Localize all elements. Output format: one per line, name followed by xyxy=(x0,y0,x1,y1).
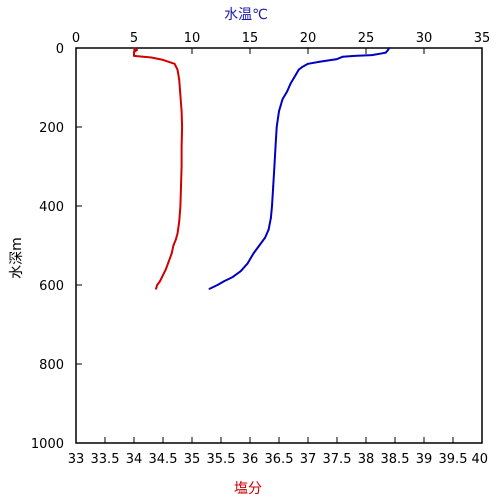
data-point xyxy=(136,49,138,51)
data-point xyxy=(370,54,373,56)
y-tick-label: 200 xyxy=(39,121,64,136)
data-point xyxy=(295,72,298,75)
data-point xyxy=(267,228,270,231)
y-tick-label: 400 xyxy=(39,200,64,215)
bottom-tick-label: 34.5 xyxy=(149,452,178,467)
bottom-tick-label: 37.5 xyxy=(323,452,352,467)
y-tick-label: 800 xyxy=(39,358,64,373)
data-point xyxy=(388,47,391,49)
bottom-tick-label: 35.5 xyxy=(207,452,236,467)
data-point xyxy=(297,68,300,71)
data-point xyxy=(172,244,175,247)
data-point xyxy=(301,66,304,68)
data-point xyxy=(246,262,249,265)
data-point xyxy=(133,51,135,53)
top-tick-label: 20 xyxy=(300,31,317,46)
data-point xyxy=(133,47,135,49)
data-point xyxy=(176,68,179,71)
data-point xyxy=(178,220,181,223)
bottom-tick-label: 33 xyxy=(68,452,85,467)
data-point xyxy=(252,252,255,255)
top-axis-title: 水温℃ xyxy=(224,7,268,23)
plot-area xyxy=(75,47,483,444)
bottom-tick-label: 40 xyxy=(471,452,488,467)
data-point xyxy=(167,260,170,263)
data-point xyxy=(180,165,183,168)
data-point xyxy=(289,82,292,85)
data-point xyxy=(159,280,162,282)
data-point xyxy=(176,232,179,235)
top-tick-label: 5 xyxy=(130,31,138,46)
data-point xyxy=(336,58,338,60)
data-point xyxy=(271,205,273,207)
bottom-tick-label: 35 xyxy=(184,452,201,467)
data-point xyxy=(272,185,275,188)
data-point xyxy=(281,98,284,101)
bottom-tick-label: 36.5 xyxy=(265,452,294,467)
data-point xyxy=(278,110,280,113)
data-point xyxy=(264,236,266,239)
data-point xyxy=(162,274,164,276)
bottom-tick-label: 38 xyxy=(358,452,375,467)
data-point xyxy=(179,94,182,97)
data-point xyxy=(179,205,182,207)
data-point xyxy=(181,126,184,128)
data-point xyxy=(270,216,272,219)
data-point xyxy=(180,145,183,148)
data-point xyxy=(387,49,389,51)
data-point xyxy=(353,55,356,57)
top-axis-ticks: 0 5 10 15 20 25 30 35 xyxy=(72,31,490,54)
bottom-axis-ticks: 33 33.5 34 34.5 35 35.5 36 36.5 37 37.5 38 38.5 39 39… xyxy=(68,437,488,467)
bottom-tick-label: 34 xyxy=(126,452,143,467)
y-axis-ticks: 0 200 400 600 800 1000 xyxy=(31,42,82,452)
data-point xyxy=(223,280,226,282)
bottom-tick-label: 39 xyxy=(416,452,433,467)
data-point xyxy=(150,56,153,59)
data-point xyxy=(273,165,276,168)
data-point xyxy=(133,55,135,57)
data-point xyxy=(156,284,159,286)
data-point xyxy=(318,60,321,63)
data-point xyxy=(208,288,211,290)
bottom-tick-label: 33.5 xyxy=(91,452,120,467)
y-axis-title: 水深m xyxy=(9,237,25,279)
top-tick-label: 15 xyxy=(242,31,259,46)
data-point xyxy=(239,270,242,273)
data-point xyxy=(384,51,387,54)
y-tick-label: 0 xyxy=(56,42,64,57)
data-point xyxy=(275,126,278,128)
data-point xyxy=(286,90,288,93)
top-tick-label: 35 xyxy=(474,31,491,46)
bottom-tick-label: 37 xyxy=(300,452,317,467)
data-point xyxy=(155,288,157,290)
data-point xyxy=(274,145,277,148)
data-point xyxy=(174,238,177,241)
data-point xyxy=(216,284,219,286)
top-tick-label: 25 xyxy=(358,31,375,46)
bottom-tick-label: 39.5 xyxy=(439,452,468,467)
bottom-axis-title: 塩分 xyxy=(234,481,262,497)
data-point xyxy=(165,268,167,271)
data-point xyxy=(162,59,164,61)
data-point xyxy=(178,78,181,81)
data-point xyxy=(293,76,295,79)
data-point xyxy=(170,252,173,255)
series-layer xyxy=(133,47,391,290)
data-point xyxy=(173,62,176,65)
y-tick-label: 600 xyxy=(39,279,64,294)
top-tick-label: 10 xyxy=(184,31,201,46)
bottom-tick-label: 38.5 xyxy=(381,452,410,467)
bottom-tick-label: 36 xyxy=(242,452,259,467)
data-point xyxy=(180,185,182,188)
data-point xyxy=(341,55,344,58)
data-point xyxy=(180,110,183,113)
top-tick-label: 0 xyxy=(72,31,80,46)
data-point xyxy=(231,276,234,278)
y-tick-label: 1000 xyxy=(31,437,64,452)
data-point xyxy=(307,62,309,65)
top-tick-label: 30 xyxy=(416,31,433,46)
data-point xyxy=(258,244,261,247)
